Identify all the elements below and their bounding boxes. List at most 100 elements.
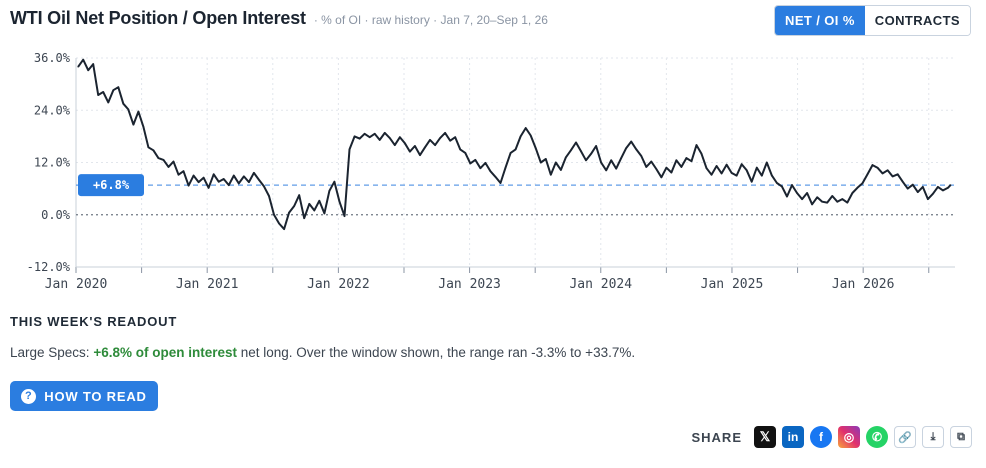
data-point: [434, 144, 436, 146]
latest-badge-box: [78, 174, 144, 197]
share-bar: SHARE 𝕏 in f ◎ ✆ 🔗 ⤓ ⧉: [691, 426, 972, 448]
data-point: [303, 217, 306, 219]
data-point: [620, 157, 622, 159]
line-chart: 36.0% 24.0% 12.0% 0.0% -12.0% Jan 2020 Jan 202…: [27, 51, 955, 292]
data-point: [222, 178, 225, 180]
data-point: [949, 184, 952, 186]
data-point: [580, 150, 582, 152]
data-point: [545, 158, 547, 160]
data-point: [293, 205, 296, 207]
data-point: [786, 195, 788, 198]
data-point: [273, 214, 275, 216]
data-point: [469, 162, 472, 165]
data-point: [389, 137, 391, 139]
data-point: [122, 102, 125, 105]
data-point: [891, 175, 894, 178]
link-icon[interactable]: 🔗: [894, 426, 916, 448]
data-point: [192, 174, 195, 177]
data-point: [77, 65, 79, 68]
data-point: [248, 181, 250, 183]
data-point: [575, 141, 577, 144]
data-point: [87, 69, 89, 71]
contracts-toggle-button[interactable]: CONTRACTS: [864, 6, 970, 35]
data-point: [107, 101, 110, 104]
latest-value-badge: +6.8%: [78, 174, 144, 197]
data-point: [399, 136, 401, 138]
data-point: [851, 192, 854, 194]
data-point: [730, 172, 733, 174]
x-tick-label: Jan 2024: [569, 277, 632, 292]
data-point: [217, 180, 220, 183]
x-tick-label: Jan 2025: [701, 277, 764, 292]
data-point: [263, 185, 265, 188]
data-point: [479, 167, 482, 169]
data-point: [394, 144, 396, 146]
data-point: [162, 159, 165, 161]
y-tick-label: -12.0%: [27, 260, 71, 274]
data-point: [233, 174, 235, 177]
data-point: [685, 157, 688, 159]
x-tick-label: Jan 2022: [307, 277, 370, 292]
net-oi-toggle-button[interactable]: NET / OI %: [775, 6, 865, 35]
whatsapp-icon[interactable]: ✆: [866, 426, 888, 448]
data-point: [650, 160, 653, 163]
data-point: [489, 170, 492, 172]
data-point: [750, 180, 753, 183]
data-point: [419, 154, 421, 156]
download-icon[interactable]: ⤓: [922, 426, 944, 448]
data-point: [665, 166, 668, 169]
copy-icon[interactable]: ⧉: [950, 426, 972, 448]
data-point: [901, 180, 904, 183]
data-point: [444, 132, 446, 134]
data-point: [504, 166, 507, 169]
data-point: [700, 153, 703, 155]
data-point: [710, 173, 713, 176]
data-point: [771, 174, 773, 177]
data-point: [288, 211, 290, 214]
data-point: [424, 146, 426, 149]
data-point: [97, 94, 99, 96]
data-point: [127, 108, 130, 111]
data-point: [947, 187, 949, 189]
data-point: [202, 176, 205, 179]
y-tick-label: 36.0%: [34, 51, 71, 65]
data-point: [529, 134, 532, 137]
data-point: [167, 166, 170, 168]
chart-axes: 36.0% 24.0% 12.0% 0.0% -12.0% Jan 2020 Jan 202…: [27, 51, 955, 292]
data-point: [871, 164, 874, 166]
data-point: [610, 159, 612, 162]
data-point: [695, 144, 698, 146]
chart-grid: [75, 57, 955, 268]
reference-lines: [76, 184, 955, 216]
x-tick-label: Jan 2020: [45, 277, 108, 292]
data-point: [680, 166, 683, 168]
data-point: [147, 146, 150, 149]
data-point: [831, 195, 834, 197]
share-label: SHARE: [691, 429, 742, 445]
data-point: [112, 89, 115, 91]
readout-text: Large Specs: +6.8% of open interest net …: [10, 345, 635, 360]
data-point: [187, 184, 190, 187]
instagram-icon[interactable]: ◎: [838, 426, 860, 448]
data-point: [152, 149, 155, 152]
data-point: [459, 148, 462, 151]
data-point: [253, 172, 255, 174]
data-point: [333, 180, 336, 183]
data-point: [912, 183, 914, 186]
linkedin-icon[interactable]: in: [782, 426, 804, 448]
data-point: [414, 145, 416, 147]
data-point: [881, 172, 884, 175]
facebook-icon[interactable]: f: [810, 426, 832, 448]
data-point: [404, 142, 406, 145]
data-point: [635, 148, 638, 151]
x-tick-label: Jan 2021: [176, 277, 239, 292]
data-point: [675, 159, 678, 162]
data-point: [896, 173, 899, 176]
x-icon[interactable]: 𝕏: [754, 426, 776, 448]
data-point: [600, 161, 602, 164]
data-point: [318, 200, 321, 202]
data-point: [358, 137, 361, 140]
data-point: [886, 169, 889, 172]
how-to-read-button[interactable]: ? HOW TO READ: [10, 381, 158, 411]
data-point: [937, 186, 939, 188]
